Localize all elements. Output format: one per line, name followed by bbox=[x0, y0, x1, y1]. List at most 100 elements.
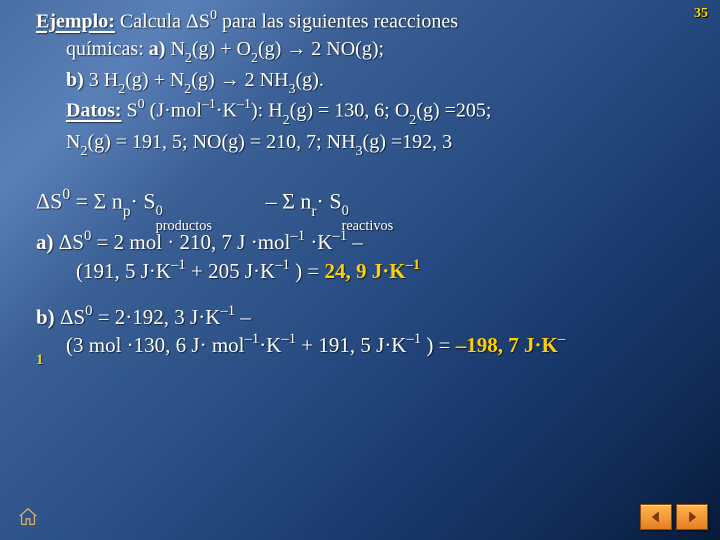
a-res-txt: 24, 9 J·K bbox=[324, 259, 405, 283]
sup0b: 0 bbox=[138, 97, 145, 112]
a-label: a) bbox=[149, 38, 166, 60]
b-supm1c: –1 bbox=[281, 331, 296, 347]
ejemplo-label: Ejemplo: bbox=[36, 11, 115, 33]
home-button[interactable] bbox=[14, 504, 42, 530]
sup-zero: 0 bbox=[210, 8, 217, 23]
datos-line2: N2(g) = 191, 5; NO(g) = 210, 7; NH3(g) =… bbox=[36, 129, 676, 160]
ejemplo-intro2: para las siguientes reacciones bbox=[217, 11, 458, 33]
supm1b: –1 bbox=[237, 97, 251, 112]
ss-reac: reactivos bbox=[342, 217, 394, 236]
ejemplo-block: Ejemplo: Calcula ΔS0 para las siguientes… bbox=[36, 8, 676, 160]
nav-buttons bbox=[640, 504, 708, 530]
b2: = 2·192, 3 J·K bbox=[92, 305, 220, 329]
a-result: 24, 9 J·K–1 bbox=[324, 259, 420, 283]
a-sup0: 0 bbox=[84, 228, 91, 244]
a-supm1b: –1 bbox=[332, 228, 347, 244]
rxn-b-2: (g) + N bbox=[125, 69, 184, 91]
f-sub-r: r bbox=[311, 203, 316, 220]
ejemplo-intro: Calcula ΔS bbox=[115, 11, 210, 33]
arrow-a: → bbox=[286, 38, 306, 60]
part-a: a) ΔS0 = 2 mol · 210, 7 J ·mol–1 ·K–1 – … bbox=[36, 228, 676, 285]
rxn-a-3: (g) bbox=[258, 38, 286, 60]
datos-5: (g) = 130, 6; O bbox=[290, 100, 410, 122]
home-icon bbox=[17, 506, 39, 528]
b1: ΔS bbox=[55, 305, 85, 329]
rxn-b-1: 3 H bbox=[84, 69, 118, 91]
next-button[interactable] bbox=[676, 504, 708, 530]
sub2d: 2 bbox=[184, 82, 191, 97]
arrow-left-icon bbox=[649, 510, 663, 524]
rxn-a-1: N bbox=[165, 38, 184, 60]
f-sub-p: p bbox=[123, 203, 131, 220]
a-supm1d: –1 bbox=[275, 257, 290, 273]
b-supm1d: –1 bbox=[406, 331, 421, 347]
sub3: 3 bbox=[289, 82, 296, 97]
slide-number: 35 bbox=[694, 6, 708, 22]
a-supm1c: –1 bbox=[171, 257, 186, 273]
b-sup0: 0 bbox=[85, 303, 92, 319]
sub2b: 2 bbox=[251, 51, 258, 66]
supm1a: –1 bbox=[202, 97, 216, 112]
sub2f: 2 bbox=[409, 113, 416, 128]
sub2g: 2 bbox=[80, 144, 87, 159]
b-label: b) bbox=[66, 69, 84, 91]
part-b: b) ΔS0 = 2·192, 3 J·K–1 – (3 mol ·130, 6… bbox=[36, 303, 676, 360]
b6: + 191, 5 J·K bbox=[296, 333, 406, 357]
b-line2: (3 mol ·130, 6 J· mol–1·K–1 + 191, 5 J·K… bbox=[36, 331, 676, 359]
datos-6: (g) =205; bbox=[416, 100, 491, 122]
sub2e: 2 bbox=[283, 113, 290, 128]
datos-2: (J·mol bbox=[145, 100, 202, 122]
datos-8: (g) = 191, 5; NO(g) = 210, 7; NH bbox=[87, 131, 355, 153]
b-res-sup: – bbox=[558, 331, 565, 347]
datos-line1: Datos: S0 (J·mol–1·K–1): H2(g) = 130, 6;… bbox=[36, 97, 676, 129]
b-supm1b: –1 bbox=[245, 331, 260, 347]
b-result: –198, 7 J·K– bbox=[456, 333, 565, 357]
b-res-sup-wrap: 1 bbox=[36, 351, 43, 371]
formula-line: ΔS0 = Σ np· S0productos – Σ nr· S0reacti… bbox=[36, 186, 676, 221]
a-line2: (191, 5 J·K–1 + 205 J·K–1 ) = 24, 9 J·K–… bbox=[36, 257, 676, 285]
b-res-txt: –198, 7 J·K bbox=[456, 333, 558, 357]
slide-content: Ejemplo: Calcula ΔS0 para las siguientes… bbox=[36, 8, 676, 360]
a-supm1a: –1 bbox=[290, 228, 305, 244]
a6: + 205 J·K bbox=[186, 259, 275, 283]
b4: (3 mol ·130, 6 J· mol bbox=[66, 333, 245, 357]
rxn-b-3: (g) bbox=[191, 69, 219, 91]
rxn-a-2: (g) + O bbox=[192, 38, 251, 60]
b-supm1a: –1 bbox=[220, 303, 235, 319]
datos-9: (g) =192, 3 bbox=[363, 131, 453, 153]
quimicas-word: químicas: bbox=[66, 38, 149, 60]
b7: ) = bbox=[421, 333, 456, 357]
a3: ·K bbox=[305, 230, 332, 254]
datos-label: Datos: bbox=[66, 100, 122, 122]
rxn-b-4: 2 NH bbox=[240, 69, 289, 91]
arrow-right-icon bbox=[685, 510, 699, 524]
datos-4: ): H bbox=[251, 100, 283, 122]
a-res-sup: –1 bbox=[406, 257, 421, 273]
b5: ·K bbox=[259, 333, 281, 357]
a5: (191, 5 J·K bbox=[76, 259, 171, 283]
sub2: 2 bbox=[185, 51, 192, 66]
a-label2: a) bbox=[36, 230, 54, 254]
ejemplo-line2: químicas: a) N2(g) + O2(g) → 2 NO(g); bbox=[36, 36, 676, 67]
f2: = Σ n bbox=[70, 188, 123, 213]
datos-1: S bbox=[122, 100, 138, 122]
datos-3: ·K bbox=[216, 100, 237, 122]
f5: · S bbox=[317, 188, 342, 213]
a7: ) = bbox=[290, 259, 325, 283]
f4: – Σ n bbox=[260, 188, 311, 213]
prev-button[interactable] bbox=[640, 504, 672, 530]
rxn-a-4: 2 NO(g); bbox=[306, 38, 384, 60]
b-label2: b) bbox=[36, 305, 55, 329]
ss-prod: productos bbox=[156, 217, 212, 236]
f-sup0: 0 bbox=[62, 186, 70, 203]
rxn-b-5: (g). bbox=[296, 69, 324, 91]
f3: · S bbox=[131, 188, 156, 213]
ejemplo-line3: b) 3 H2(g) + N2(g) → 2 NH3(g). bbox=[36, 67, 676, 98]
arrow-b: → bbox=[220, 69, 240, 91]
b3: – bbox=[235, 305, 251, 329]
datos-7: N bbox=[66, 131, 80, 153]
a1: ΔS bbox=[54, 230, 84, 254]
sub3b: 3 bbox=[356, 144, 363, 159]
sub2c: 2 bbox=[118, 82, 125, 97]
f1: ΔS bbox=[36, 188, 62, 213]
